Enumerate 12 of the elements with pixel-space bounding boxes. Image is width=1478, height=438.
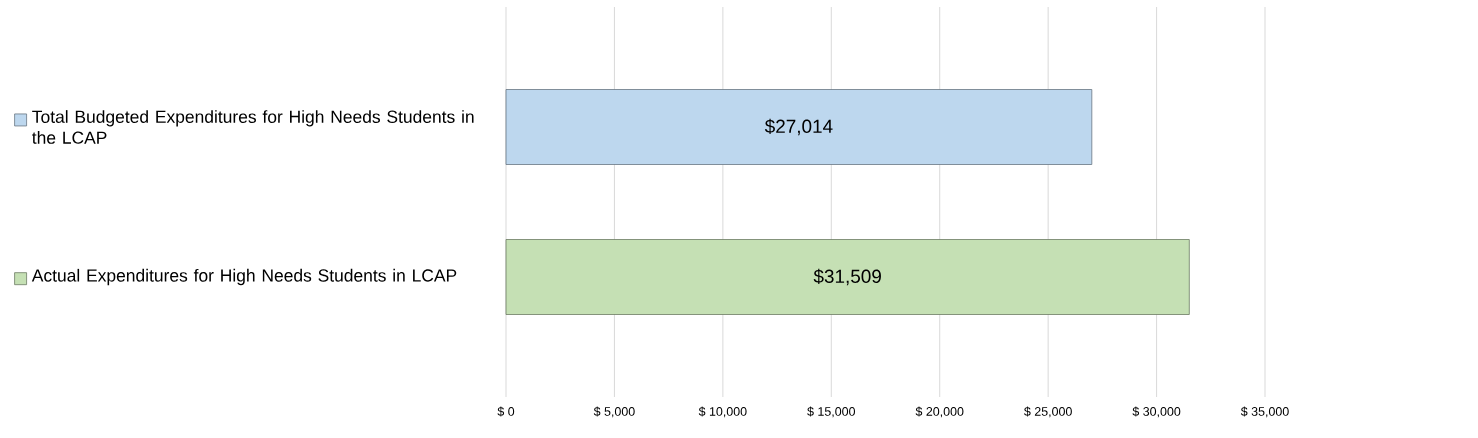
x-tick-label: $ 30,000 [1132, 406, 1181, 418]
x-tick-label: $ 10,000 [698, 406, 747, 418]
x-tick-label: $ 20,000 [915, 406, 964, 418]
data-label: $27,014 [764, 118, 833, 136]
x-tick-label: $ 35,000 [1240, 406, 1289, 418]
x-tick-label: $ 0 [497, 406, 515, 417]
legend-label: Total Budgeted Expenditures for High Needs Students in the LCAP [32, 110, 474, 144]
data-label: $31,509 [813, 268, 881, 286]
x-tick-label: $ 25,000 [1024, 406, 1072, 418]
x-tick-label: $ 15,000 [807, 406, 856, 418]
legend-label: Actual Expenditures for High Needs Students in LCAP [31, 268, 457, 286]
x-tick-label: $ 5,000 [593, 406, 635, 418]
